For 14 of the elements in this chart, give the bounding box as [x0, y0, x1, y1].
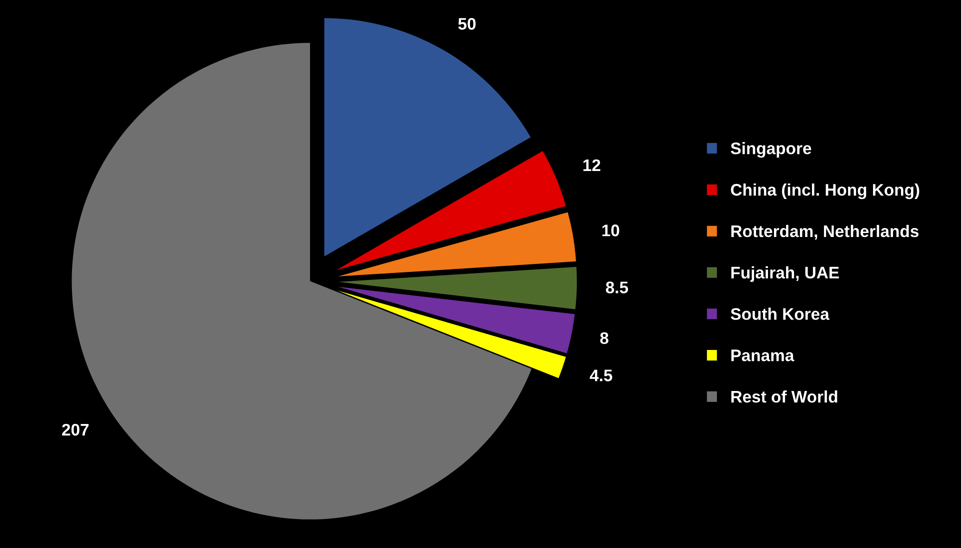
legend-label: Rotterdam, Netherlands	[731, 224, 918, 240]
data-label: 10	[602, 224, 620, 236]
data-label: 8	[600, 332, 608, 344]
data-label: 4.5	[590, 370, 612, 382]
legend-label: Fujairah, UAE	[731, 266, 839, 282]
legend-label: Singapore	[730, 142, 812, 158]
data-label: 12	[583, 159, 600, 171]
legend-label: Rest of World	[731, 390, 838, 403]
legend-label: China (incl. Hong Kong)	[730, 183, 920, 200]
data-label: 8.5	[606, 282, 628, 294]
data-label: 207	[62, 424, 89, 436]
legend-label: Panama	[731, 350, 794, 362]
legend-label: South Korea	[730, 308, 830, 320]
data-label: 50	[458, 18, 476, 30]
